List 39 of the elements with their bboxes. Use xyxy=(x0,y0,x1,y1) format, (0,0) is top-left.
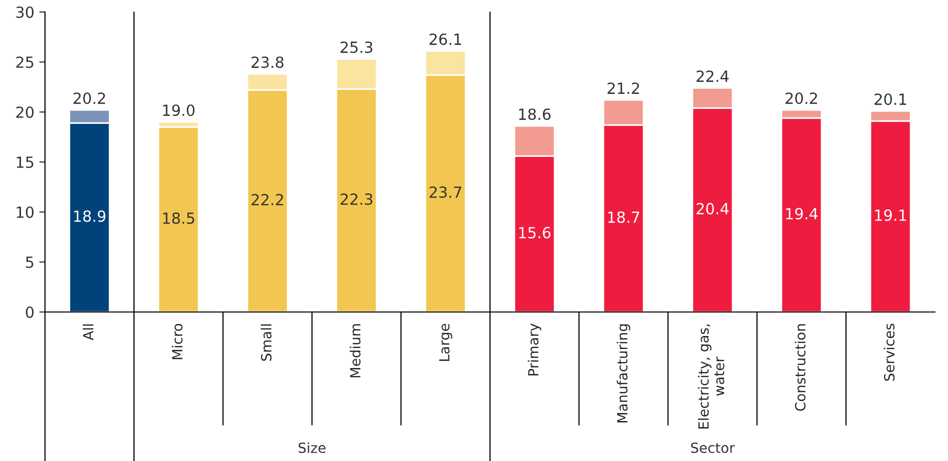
y-tick-label: 5 xyxy=(26,256,34,268)
data-label: 19.4 xyxy=(786,208,818,220)
y-tick-label: 25 xyxy=(16,56,34,68)
x-tick-label: Large xyxy=(439,324,452,361)
text: Size xyxy=(298,442,326,454)
x-tick-label: Primary xyxy=(528,324,542,376)
total-label: 20.2 xyxy=(74,92,105,104)
total-label: 18.6 xyxy=(519,108,551,120)
total-label: 20.2 xyxy=(786,92,817,104)
y-tick-label: 15 xyxy=(16,156,34,168)
data-label: 22.2 xyxy=(252,194,283,206)
y-tick-label: 10 xyxy=(16,206,34,218)
x-tick-label: Medium xyxy=(350,324,361,378)
data-label: 18.9 xyxy=(74,210,106,222)
total-label: 25.3 xyxy=(340,41,372,54)
x-tick-label: Electricity, gas, water xyxy=(698,324,724,429)
y-tick-label: 0 xyxy=(26,306,34,318)
total-label: 21.2 xyxy=(608,82,639,94)
data-label: 23.7 xyxy=(430,186,462,198)
y-tick-label: 30 xyxy=(16,6,34,18)
data-label: 18.7 xyxy=(608,211,640,223)
total-label: 20.1 xyxy=(874,93,906,106)
data-label: 15.6 xyxy=(519,226,551,238)
total-label: 26.1 xyxy=(430,33,462,46)
text: Sector xyxy=(691,442,735,454)
x-tick-label: Construction xyxy=(794,324,806,411)
x-tick-label: Micro xyxy=(172,324,183,360)
x-tick-label: Services xyxy=(884,324,895,381)
total-label: 19.0 xyxy=(163,104,194,116)
x-tick-label: Manufacturing xyxy=(616,324,630,422)
data-label: 18.5 xyxy=(163,212,194,224)
total-label: 22.4 xyxy=(696,70,729,82)
data-label: 20.4 xyxy=(696,202,729,214)
data-label: 19.1 xyxy=(875,209,906,221)
x-tick-label: Small xyxy=(260,324,272,361)
total-label: 23.8 xyxy=(252,56,284,68)
data-label: 22.3 xyxy=(340,193,372,205)
y-tick-label: 20 xyxy=(16,106,34,118)
x-tick-label: All xyxy=(82,324,94,340)
